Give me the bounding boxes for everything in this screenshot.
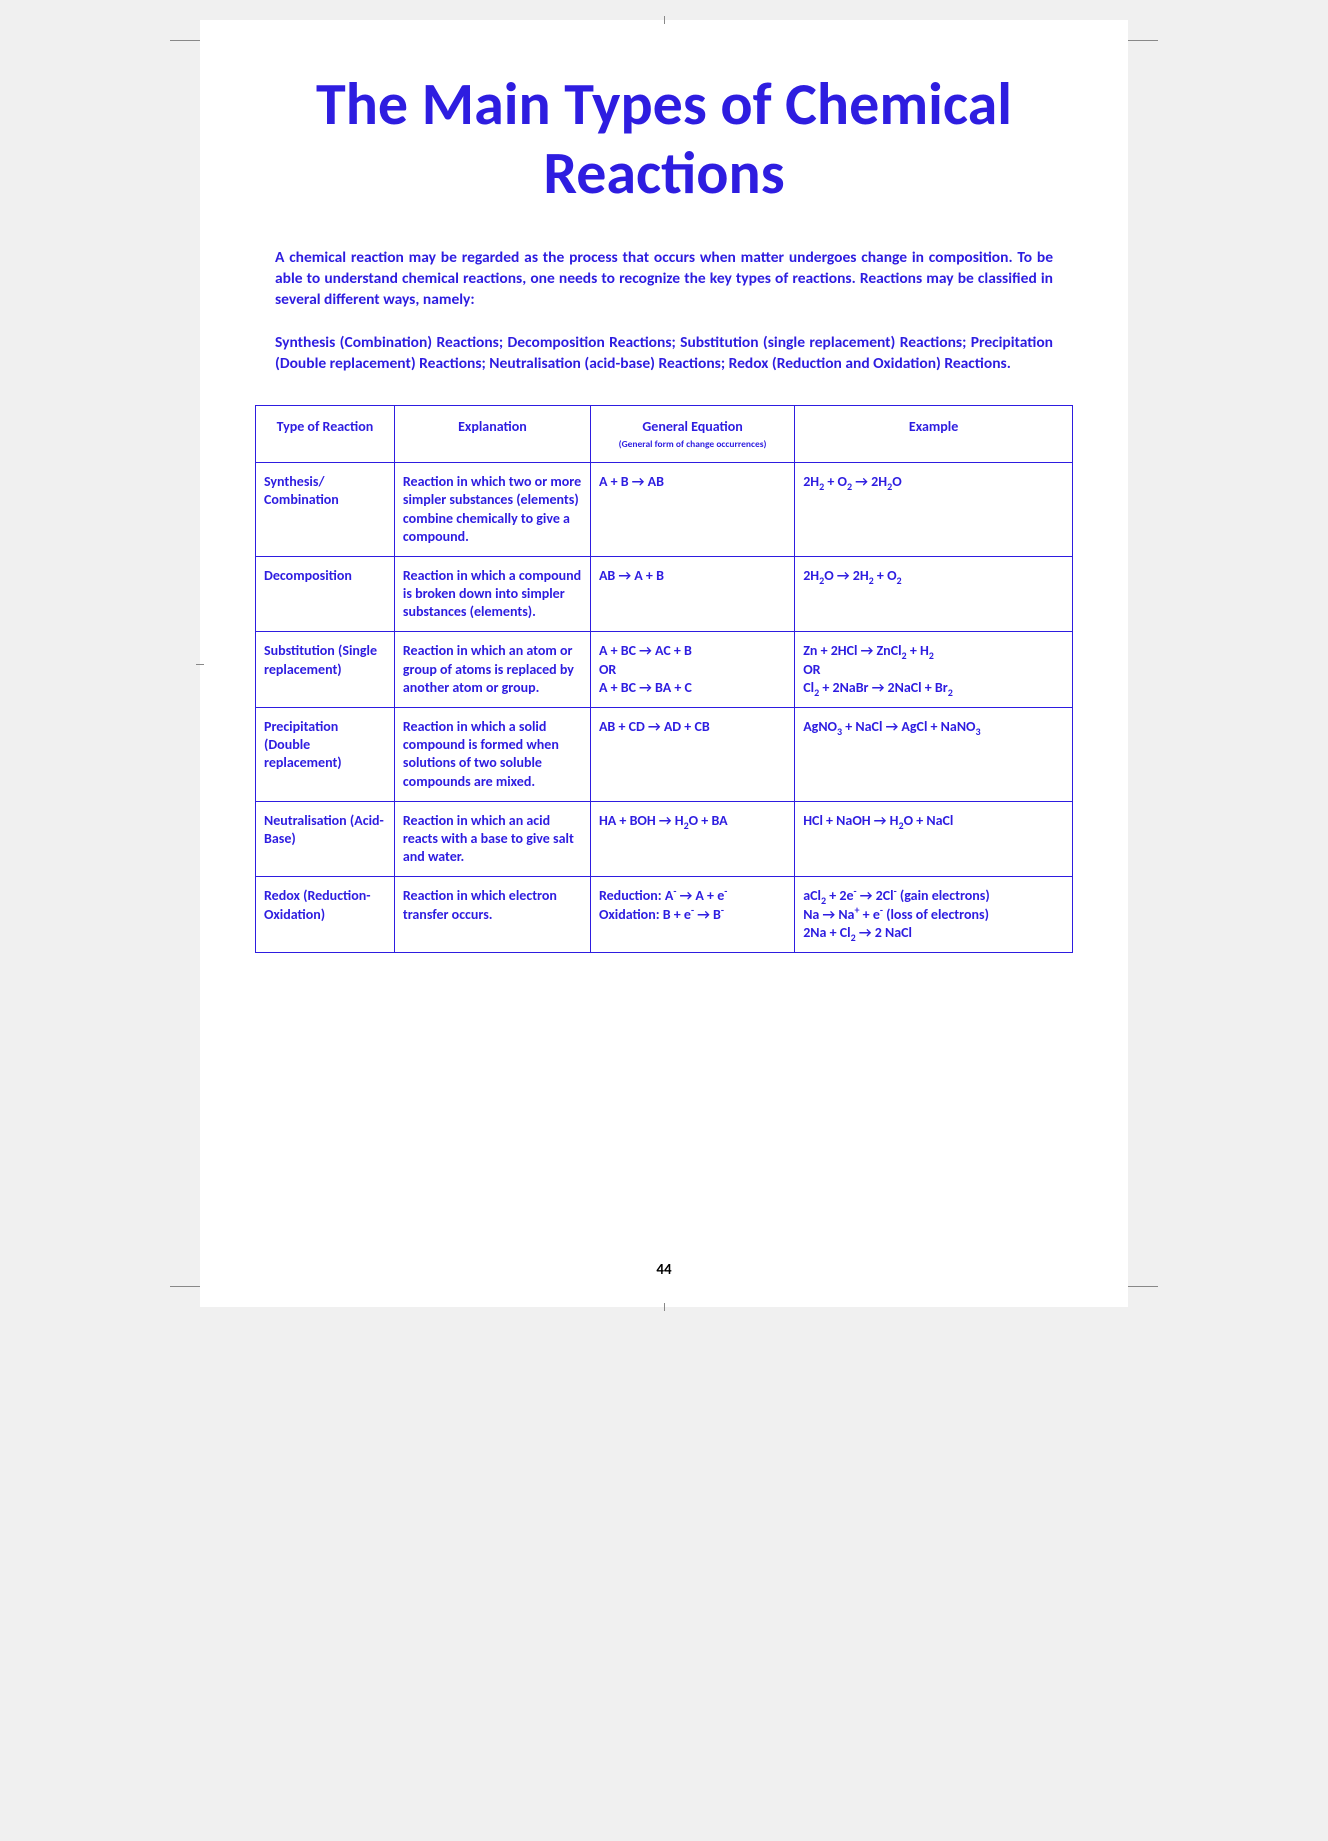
header-explanation: Explanation — [394, 405, 590, 463]
crop-mark — [170, 1286, 200, 1287]
cell-explanation: Reaction in which a solid compound is fo… — [394, 708, 590, 802]
page-number: 44 — [200, 1261, 1128, 1279]
table-row: Redox (Reduction-Oxidation)Reaction in w… — [256, 877, 1073, 953]
crop-mark — [664, 16, 665, 24]
cell-explanation: Reaction in which a compound is broken d… — [394, 556, 590, 632]
reactions-table: Type of Reaction Explanation General Equ… — [255, 405, 1073, 953]
cell-equation: AB + CD → AD + CB — [590, 708, 794, 802]
crop-mark — [1128, 40, 1158, 41]
cell-equation: A + B → AB — [590, 463, 794, 557]
table-header-row: Type of Reaction Explanation General Equ… — [256, 405, 1073, 463]
cell-explanation: Reaction in which an atom or group of at… — [394, 632, 590, 708]
cell-type: Substitution (Single replacement) — [256, 632, 395, 708]
cell-explanation: Reaction in which electron transfer occu… — [394, 877, 590, 953]
cell-example: Zn + 2HCl → ZnCl2 + H2ORCl2 + 2NaBr → 2N… — [795, 632, 1073, 708]
cell-type: Synthesis/ Combination — [256, 463, 395, 557]
intro-paragraph-2: Synthesis (Combination) Reactions; Decom… — [275, 333, 1053, 375]
cell-example: aCl2 + 2e- → 2Cl- (gain electrons)Na → N… — [795, 877, 1073, 953]
cell-explanation: Reaction in which two or more simpler su… — [394, 463, 590, 557]
table-body: Synthesis/ CombinationReaction in which … — [256, 463, 1073, 953]
document-page: The Main Types of Chemical Reactions A c… — [200, 20, 1128, 1307]
page-title: The Main Types of Chemical Reactions — [274, 70, 1054, 208]
cell-equation: HA + BOH → H2O + BA — [590, 801, 794, 877]
cell-type: Precipitation (Double replacement) — [256, 708, 395, 802]
cell-equation: A + BC → AC + BORA + BC → BA + C — [590, 632, 794, 708]
cell-type: Decomposition — [256, 556, 395, 632]
intro-paragraph-1: A chemical reaction may be regarded as t… — [275, 248, 1053, 311]
table-row: Neutralisation (Acid- Base)Reaction in w… — [256, 801, 1073, 877]
header-equation: General Equation (General form of change… — [590, 405, 794, 463]
table-row: Precipitation (Double replacement)Reacti… — [256, 708, 1073, 802]
crop-mark — [196, 664, 204, 665]
crop-mark — [1128, 1286, 1158, 1287]
cell-example: 2H2O → 2H2 + O2 — [795, 556, 1073, 632]
cell-type: Redox (Reduction-Oxidation) — [256, 877, 395, 953]
cell-equation: AB → A + B — [590, 556, 794, 632]
table-row: Synthesis/ CombinationReaction in which … — [256, 463, 1073, 557]
header-example: Example — [795, 405, 1073, 463]
table-row: DecompositionReaction in which a compoun… — [256, 556, 1073, 632]
cell-example: HCl + NaOH → H2O + NaCl — [795, 801, 1073, 877]
cell-explanation: Reaction in which an acid reacts with a … — [394, 801, 590, 877]
crop-mark — [664, 1303, 665, 1311]
cell-example: AgNO3 + NaCl → AgCl + NaNO3 — [795, 708, 1073, 802]
header-equation-label: General Equation — [642, 418, 742, 435]
cell-type: Neutralisation (Acid- Base) — [256, 801, 395, 877]
header-type: Type of Reaction — [256, 405, 395, 463]
crop-mark — [170, 40, 200, 41]
header-equation-sub: (General form of change occurrences) — [597, 438, 788, 450]
cell-example: 2H2 + O2 → 2H2O — [795, 463, 1073, 557]
cell-equation: Reduction: A- → A + e-Oxidation: B + e- … — [590, 877, 794, 953]
table-row: Substitution (Single replacement)Reactio… — [256, 632, 1073, 708]
